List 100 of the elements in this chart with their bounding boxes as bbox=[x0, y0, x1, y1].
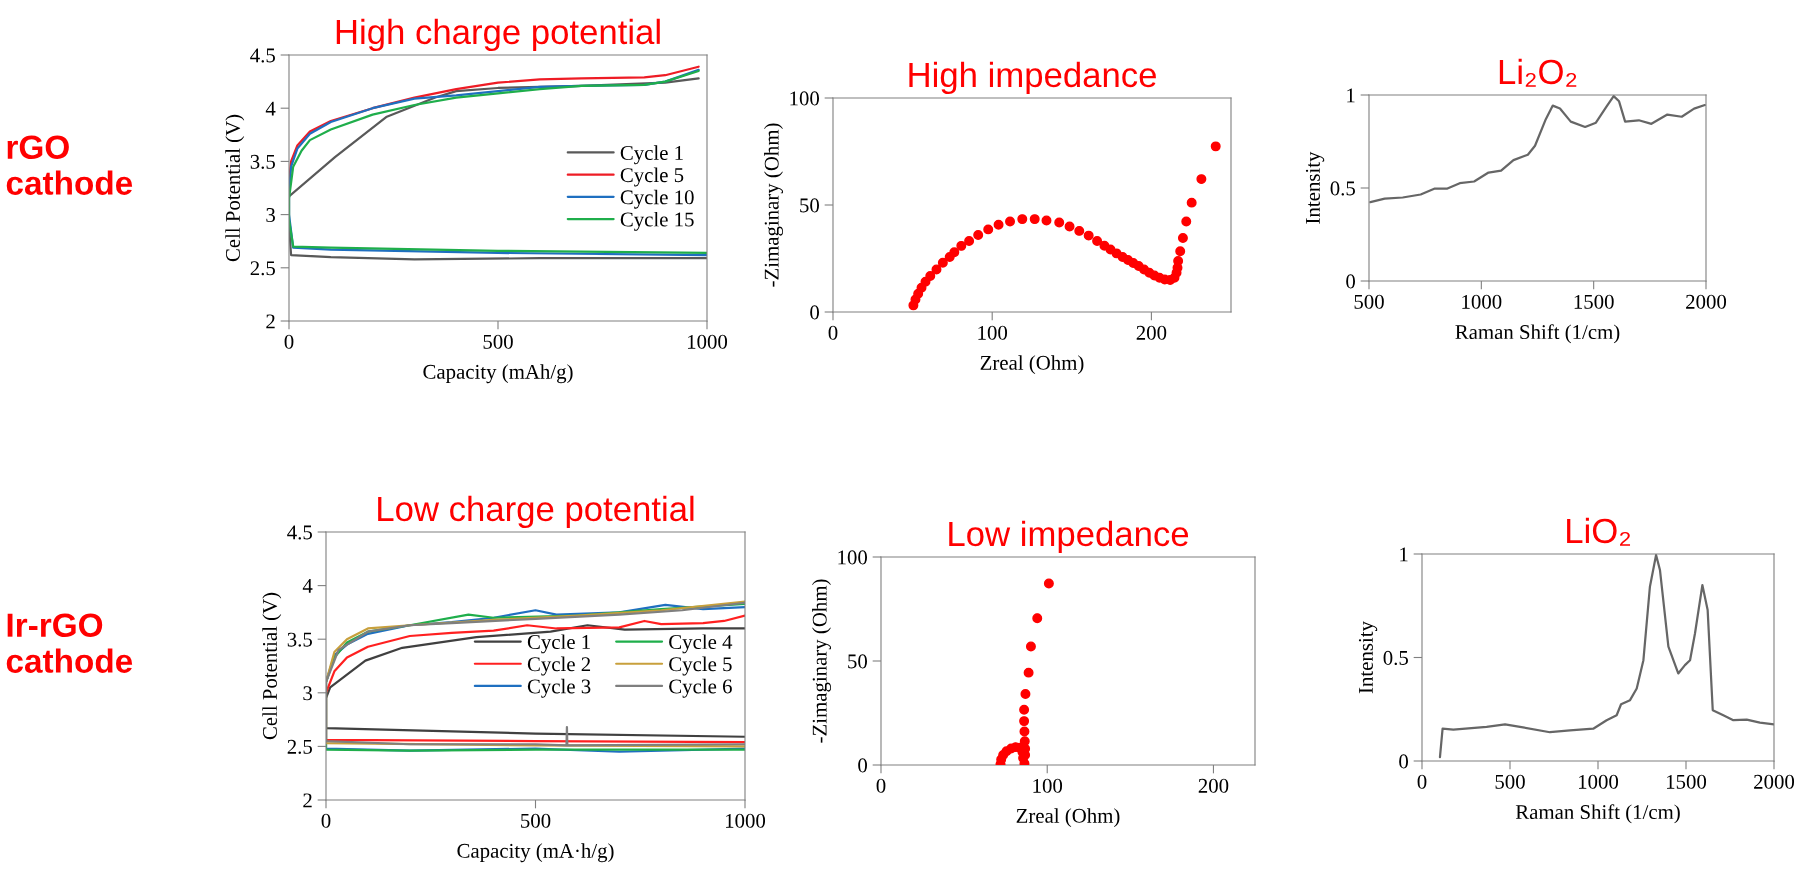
y-tick-label: 100 bbox=[838, 550, 868, 565]
point bbox=[1186, 197, 1197, 208]
point bbox=[1005, 216, 1016, 227]
x-axis-title: Raman Shift (1/cm) bbox=[1515, 804, 1680, 824]
x-tick-label: 500 bbox=[1495, 774, 1525, 789]
point bbox=[1025, 641, 1036, 652]
chart-title: High charge potential bbox=[336, 18, 660, 52]
x-axis-title: Zreal (Ohm) bbox=[980, 355, 1084, 375]
point bbox=[956, 240, 967, 251]
legend-label: Cycle 1 bbox=[527, 634, 590, 654]
y-tick-label: 4.5 bbox=[287, 525, 312, 540]
point bbox=[1020, 689, 1031, 700]
legend-label: Cycle 15 bbox=[620, 211, 694, 231]
x-axis-title: Capacity (mAh/g) bbox=[423, 364, 573, 384]
point bbox=[1023, 667, 1034, 678]
y-tick-label: 0 bbox=[1346, 274, 1356, 289]
y-tick-label: 100 bbox=[790, 91, 820, 106]
y-tick-label: 2 bbox=[303, 793, 312, 808]
x-tick-label: 1000 bbox=[1462, 294, 1502, 309]
point bbox=[1054, 217, 1065, 228]
y-tick-label: 50 bbox=[848, 654, 868, 669]
y-tick-label: 1 bbox=[1347, 88, 1355, 103]
x-tick-label: 0 bbox=[876, 778, 886, 793]
legend-label: Cycle 4 bbox=[669, 634, 733, 654]
point bbox=[1210, 141, 1221, 152]
point bbox=[983, 224, 994, 235]
text: rGO cathode bbox=[6, 135, 133, 195]
chart-title: LiO₂ bbox=[1567, 517, 1631, 546]
x-tick-label: 200 bbox=[1136, 325, 1167, 340]
x-axis-title: Capacity (mA·h/g) bbox=[457, 843, 614, 863]
x-tick-label: 0 bbox=[1417, 774, 1427, 789]
chart-title: Low impedance bbox=[949, 520, 1189, 554]
x-axis-title: Raman Shift (1/cm) bbox=[1455, 324, 1620, 344]
y-tick-label: 50 bbox=[800, 198, 820, 213]
y-axis-title: Intensity bbox=[1305, 151, 1325, 224]
y-axis-title: Cell Potential (V) bbox=[225, 114, 245, 262]
y-axis-title: Intensity bbox=[1358, 621, 1378, 694]
point bbox=[931, 264, 942, 275]
x-tick-label: 500 bbox=[1354, 294, 1384, 309]
point bbox=[1181, 216, 1192, 227]
y-tick-label: 4 bbox=[302, 579, 313, 593]
y-tick-label: 0 bbox=[810, 305, 820, 320]
x-tick-label: 1000 bbox=[1579, 774, 1619, 789]
x-tick-label: 200 bbox=[1198, 778, 1229, 793]
point bbox=[1032, 613, 1043, 624]
y-tick-label: 1 bbox=[1400, 547, 1408, 562]
y-tick-label: 2.5 bbox=[250, 261, 275, 276]
point bbox=[925, 271, 936, 282]
text: Ir-rGO cathode bbox=[6, 613, 133, 673]
legend-label: Cycle 1 bbox=[620, 145, 683, 165]
point bbox=[1019, 704, 1030, 715]
y-tick-label: 0 bbox=[1399, 754, 1409, 769]
y-tick-label: 3 bbox=[266, 208, 275, 223]
x-tick-label: 0 bbox=[321, 813, 331, 828]
point bbox=[1043, 578, 1054, 589]
y-axis-title: -Zimaginary (Ohm) bbox=[812, 579, 831, 743]
x-tick-label: 2000 bbox=[1686, 294, 1727, 309]
y-tick-label: 3.5 bbox=[287, 632, 312, 647]
x-tick-label: 100 bbox=[1033, 778, 1063, 793]
y-tick-label: 2 bbox=[266, 314, 275, 329]
point bbox=[1041, 215, 1052, 226]
y-tick-label: 0 bbox=[858, 758, 868, 773]
point bbox=[1029, 214, 1040, 225]
chart-title: Li₂O₂ bbox=[1499, 58, 1577, 87]
point bbox=[1196, 174, 1207, 185]
x-tick-label: 1500 bbox=[1574, 294, 1614, 309]
y-tick-label: 3.5 bbox=[250, 154, 275, 169]
x-tick-label: 2000 bbox=[1754, 774, 1795, 789]
x-axis-title: Zreal (Ohm) bbox=[1016, 808, 1120, 828]
point bbox=[1019, 726, 1030, 737]
point bbox=[1083, 230, 1094, 241]
point bbox=[964, 235, 975, 246]
y-axis-title: -Zimaginary (Ohm) bbox=[764, 123, 783, 287]
y-tick-label: 0.5 bbox=[1383, 650, 1408, 666]
point bbox=[1074, 225, 1085, 236]
x-tick-label: 500 bbox=[521, 813, 551, 828]
point bbox=[993, 219, 1004, 230]
point bbox=[1092, 235, 1103, 246]
x-tick-label: 1500 bbox=[1667, 774, 1707, 789]
point bbox=[1064, 221, 1075, 232]
legend-label: Cycle 2 bbox=[527, 656, 591, 676]
legend-label: Cycle 5 bbox=[669, 656, 732, 676]
legend-label: Cycle 3 bbox=[527, 678, 591, 698]
y-tick-label: 4.5 bbox=[250, 48, 275, 63]
legend-label: Cycle 6 bbox=[669, 678, 732, 698]
y-tick-label: 4 bbox=[265, 101, 276, 116]
chart-title: High impedance bbox=[909, 61, 1156, 95]
point bbox=[937, 257, 948, 268]
x-tick-label: 1000 bbox=[726, 813, 766, 828]
point bbox=[1175, 246, 1186, 257]
y-axis-title: Cell Potential (V) bbox=[262, 592, 282, 740]
point bbox=[1177, 232, 1188, 243]
point bbox=[1019, 716, 1030, 727]
point bbox=[1017, 214, 1028, 225]
chart-title: Low charge potential bbox=[378, 495, 694, 529]
x-tick-label: 100 bbox=[978, 325, 1008, 340]
legend-label: Cycle 5 bbox=[620, 167, 684, 187]
y-tick-label: 3 bbox=[303, 686, 312, 701]
x-tick-label: 0 bbox=[828, 325, 838, 340]
point bbox=[949, 247, 960, 258]
